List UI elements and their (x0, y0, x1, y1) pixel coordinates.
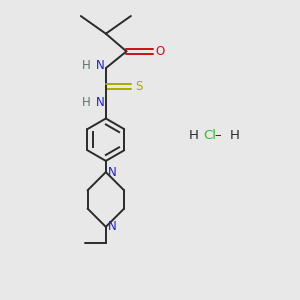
Text: N: N (108, 220, 117, 233)
Text: N: N (96, 59, 105, 72)
Text: H: H (82, 96, 91, 110)
Text: Cl: Cl (203, 129, 216, 142)
Text: O: O (156, 45, 165, 58)
Text: –: – (214, 129, 221, 142)
Text: H: H (82, 59, 91, 72)
Text: N: N (108, 166, 117, 178)
Text: N: N (96, 96, 105, 110)
Text: S: S (135, 80, 143, 93)
Text: H: H (188, 129, 198, 142)
Text: H: H (230, 129, 239, 142)
